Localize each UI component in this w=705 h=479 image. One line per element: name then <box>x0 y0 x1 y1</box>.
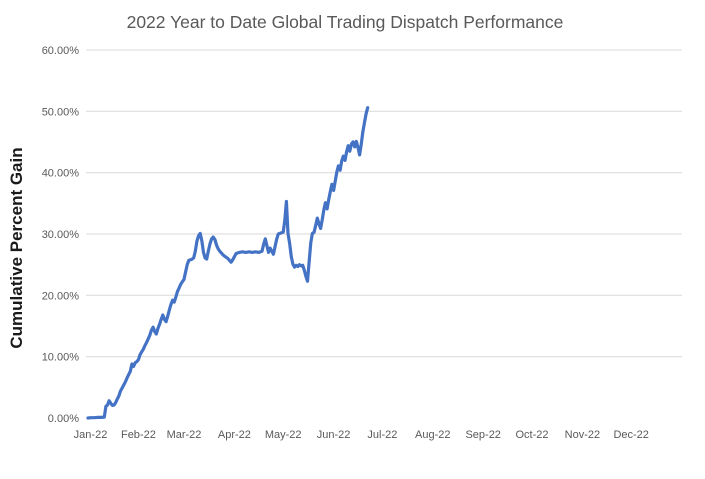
y-tick-10: 10.00% <box>42 352 80 364</box>
x-tick-may: May-22 <box>265 429 302 441</box>
y-tick-60: 60.00% <box>42 45 80 57</box>
x-tick-dec: Dec-22 <box>613 429 648 441</box>
y-tick-40: 40.00% <box>42 168 80 180</box>
series-line-cumulative-gain <box>86 106 370 420</box>
x-tick-apr: Apr-22 <box>218 429 251 441</box>
y-axis-title: Cumulative Percent Gain <box>7 147 26 348</box>
y-tick-50: 50.00% <box>42 106 80 118</box>
x-tick-jan: Jan-22 <box>74 429 108 441</box>
x-tick-nov: Nov-22 <box>565 429 600 441</box>
y-tick-0: 0.00% <box>48 413 79 425</box>
x-tick-mar: Mar-22 <box>167 429 202 441</box>
x-tick-aug: Aug-22 <box>415 429 450 441</box>
y-tick-30: 30.00% <box>42 229 80 241</box>
x-tick-feb: Feb-22 <box>121 429 156 441</box>
x-tick-oct: Oct-22 <box>515 429 548 441</box>
x-tick-jul: Jul-22 <box>367 429 397 441</box>
x-tick-sep: Sep-22 <box>465 429 500 441</box>
chart-title: 2022 Year to Date Global Trading Dispatc… <box>127 12 564 32</box>
x-tick-jun: Jun-22 <box>317 429 351 441</box>
gridlines <box>86 49 682 358</box>
x-axis-tick-labels: Jan-22 Feb-22 Mar-22 Apr-22 May-22 Jun-2… <box>74 429 649 441</box>
y-tick-20: 20.00% <box>42 290 80 302</box>
y-axis-tick-labels: 0.00% 10.00% 20.00% 30.00% 40.00% 50.00%… <box>42 45 80 425</box>
